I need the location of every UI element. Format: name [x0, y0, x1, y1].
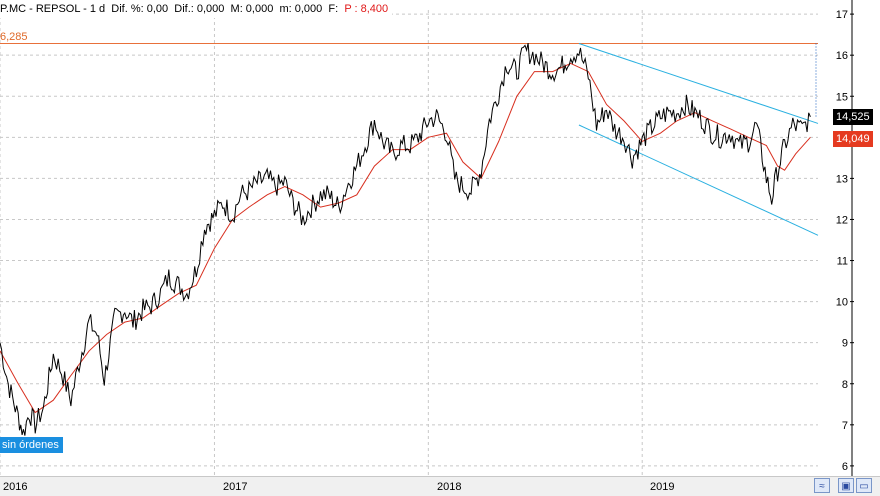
chart-header: P.MC - REPSOL - 1 d Dif. %: 0,00 Dif.: 0…: [0, 0, 393, 18]
y-tick-label: 17: [836, 9, 848, 21]
x-tick-label: 2016: [3, 481, 28, 493]
y-tick-label: 9: [842, 338, 848, 350]
dif-value: Dif.: 0,000: [174, 3, 225, 15]
scale-toggle-icon[interactable]: ≈: [814, 478, 830, 493]
window-icon[interactable]: ▭: [856, 478, 872, 493]
symbol-title: P.MC - REPSOL - 1 d: [0, 3, 106, 15]
x-tick-label: 2017: [223, 481, 248, 493]
time-axis-bar: [0, 476, 880, 496]
trend-channel-upper: [578, 42, 819, 124]
y-tick-label: 7: [842, 420, 848, 432]
save-icon[interactable]: ▣: [838, 478, 854, 493]
y-tick-label: 8: [842, 379, 848, 391]
y-tick-label: 12: [836, 214, 848, 226]
y-tick-label: 16: [836, 50, 848, 62]
last-price-tag: 14,525: [833, 109, 873, 125]
y-tick-label: 15: [836, 91, 848, 103]
orders-status-badge[interactable]: sin órdenes: [0, 437, 63, 453]
moving-average-line: [0, 62, 811, 414]
y-tick-label: 11: [837, 256, 848, 268]
f-label: F:: [328, 3, 339, 15]
price-line: [0, 42, 811, 436]
y-tick-label: 6: [842, 461, 848, 473]
y-tick-label: 13: [836, 173, 848, 185]
y-tick-label: 10: [836, 297, 848, 309]
x-tick-label: 2018: [437, 481, 462, 493]
price-value: P : 8,400: [344, 3, 389, 15]
reference-line-label: 6,285: [0, 31, 28, 43]
x-tick-label: 2019: [650, 481, 675, 493]
dif-pct: Dif. %: 0,00: [111, 3, 169, 15]
trend-channel-lower: [578, 124, 819, 236]
min-value: m: 0,000: [279, 3, 323, 15]
moving-average-tag: 14,049: [833, 131, 873, 147]
max-value: M: 0,000: [230, 3, 274, 15]
